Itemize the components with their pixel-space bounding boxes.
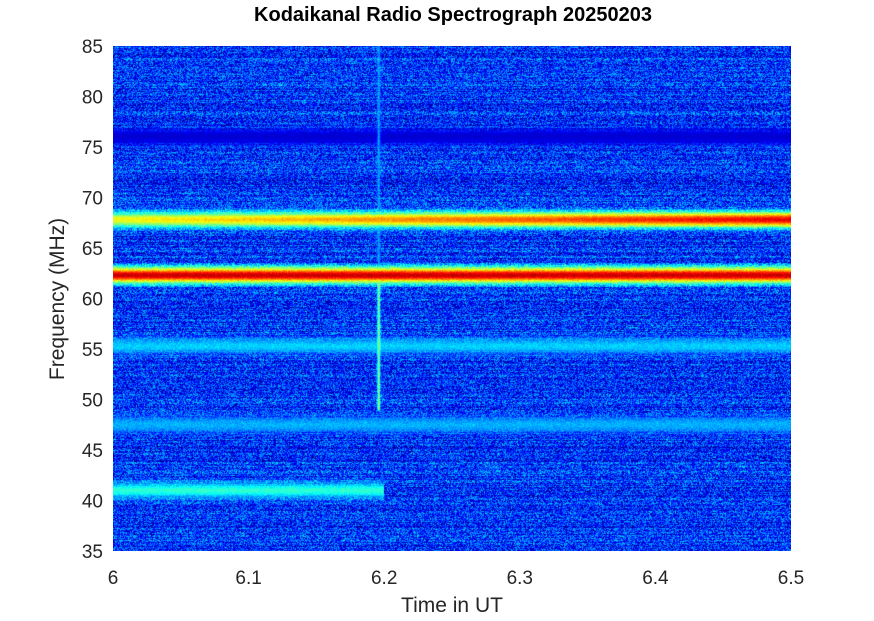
x-tick-label: 6.1 [235, 568, 261, 589]
plot-area [113, 46, 791, 551]
y-tick-label: 65 [82, 239, 103, 260]
x-tick-label: 6.5 [778, 568, 804, 589]
y-tick-label: 60 [82, 290, 103, 311]
y-tick-label: 85 [82, 37, 103, 58]
y-axis-label: Frequency (MHz) [46, 218, 69, 380]
x-tick-label: 6.4 [642, 568, 669, 589]
y-tick-label: 55 [82, 340, 103, 361]
y-tick-label: 35 [82, 542, 103, 563]
y-tick-label: 50 [82, 391, 103, 412]
y-tick-label: 45 [82, 441, 103, 462]
y-tick-label: 40 [82, 492, 103, 513]
x-tick-label: 6.2 [371, 568, 397, 589]
x-tick-label: 6 [108, 568, 119, 589]
spectrogram-image [113, 46, 791, 551]
y-axis: 35 40 45 50 55 60 65 70 75 80 85 [82, 37, 103, 563]
x-axis: 6 6.1 6.2 6.3 6.4 6.5 [108, 568, 805, 589]
y-tick-label: 75 [82, 138, 103, 159]
x-axis-label: Time in UT [401, 594, 503, 617]
y-tick-label: 80 [82, 88, 103, 109]
chart-title: Kodaikanal Radio Spectrograph 20250203 [254, 4, 652, 26]
y-tick-label: 70 [82, 189, 103, 210]
x-tick-label: 6.3 [507, 568, 533, 589]
